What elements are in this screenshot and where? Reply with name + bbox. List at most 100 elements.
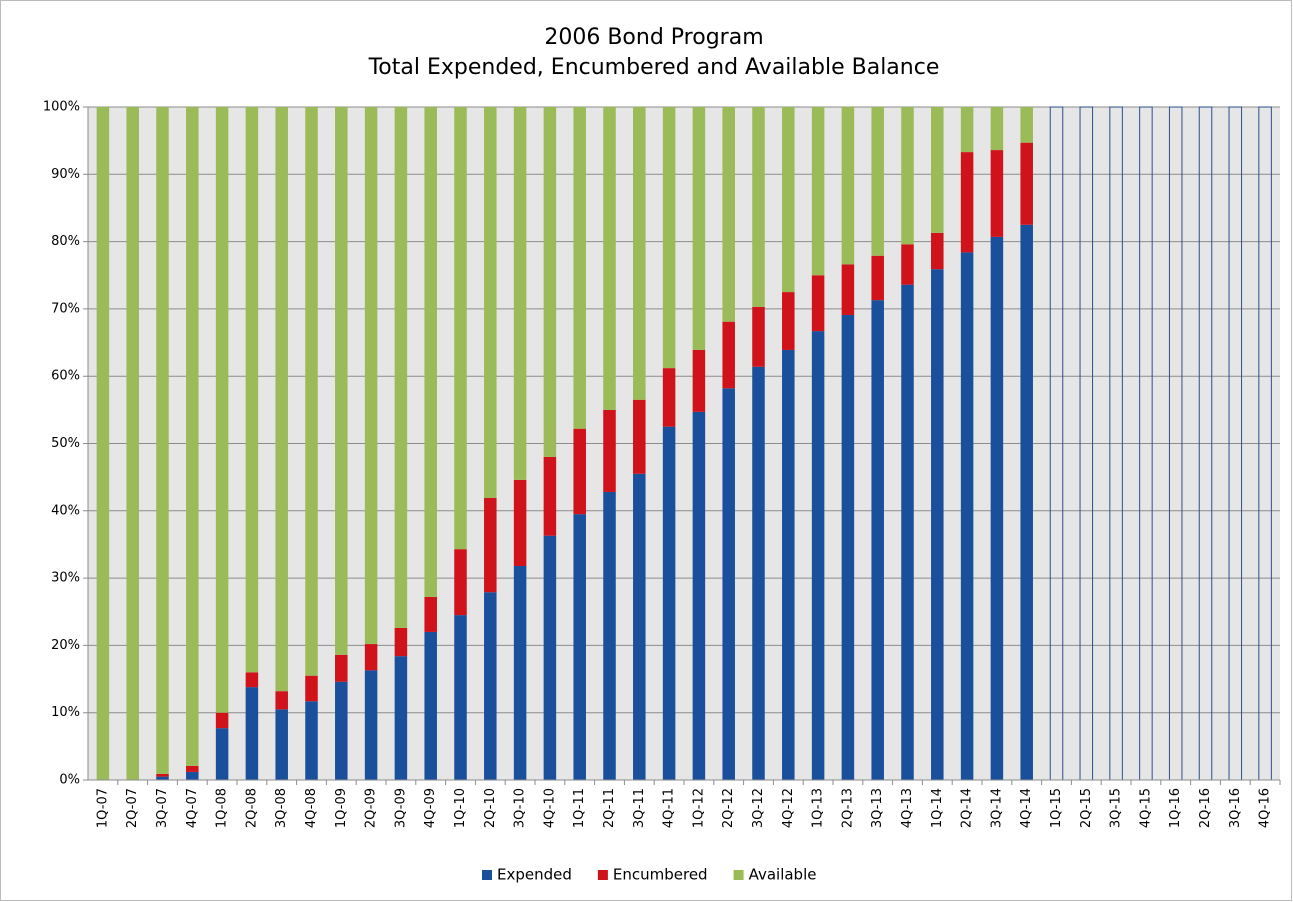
bar-segment bbox=[1020, 142, 1033, 225]
x-tick-label: 2Q-16 bbox=[1198, 788, 1213, 828]
bar-segment bbox=[305, 701, 318, 780]
bar-segment bbox=[215, 728, 229, 780]
bar-segment bbox=[633, 473, 646, 780]
bar-segment bbox=[931, 232, 944, 270]
x-tick-label: 1Q-13 bbox=[811, 788, 826, 828]
bar-segment bbox=[931, 107, 944, 233]
bar-segment bbox=[901, 284, 914, 780]
bar-segment bbox=[1020, 107, 1033, 143]
y-tick-label: 0% bbox=[59, 773, 80, 788]
bar-segment bbox=[156, 107, 169, 774]
x-tick-label: 1Q-08 bbox=[215, 788, 230, 828]
bar-segment bbox=[722, 388, 735, 780]
bar-segment bbox=[722, 321, 735, 389]
bar-segment bbox=[454, 615, 467, 780]
bar-segment bbox=[513, 107, 527, 480]
bar-segment bbox=[424, 107, 437, 597]
bar-segment bbox=[931, 269, 944, 780]
bar-segment bbox=[662, 426, 676, 780]
x-tick-label: 1Q-15 bbox=[1049, 788, 1064, 828]
bar-segment bbox=[1020, 224, 1033, 780]
bar-segment bbox=[275, 691, 288, 710]
x-tick-label: 2Q-08 bbox=[244, 788, 259, 828]
x-tick-label: 4Q-10 bbox=[542, 788, 557, 828]
bar-segment bbox=[513, 565, 527, 780]
bar-segment bbox=[96, 107, 110, 780]
bar-segment bbox=[603, 107, 616, 410]
x-tick-label: 1Q-11 bbox=[572, 788, 587, 828]
bar-segment bbox=[960, 252, 974, 781]
bar-segment bbox=[752, 306, 765, 367]
bar-segment bbox=[215, 712, 229, 729]
legend-swatch bbox=[733, 870, 744, 880]
x-tick-label: 4Q-11 bbox=[662, 788, 677, 828]
legend-label: Available bbox=[749, 866, 817, 884]
bar-segment bbox=[692, 349, 706, 412]
bar-segment bbox=[245, 107, 259, 673]
bar-segment bbox=[811, 107, 825, 276]
bar-segment bbox=[960, 107, 974, 153]
bar-segment bbox=[275, 107, 288, 692]
bar-segment bbox=[454, 549, 467, 616]
bar-segment bbox=[543, 535, 557, 780]
bar-segment bbox=[662, 368, 676, 427]
bar-segment bbox=[901, 107, 914, 245]
bar-segment bbox=[990, 107, 1004, 151]
y-tick-label: 30% bbox=[51, 571, 80, 586]
bar-segment bbox=[186, 107, 199, 766]
bar-segment bbox=[484, 498, 497, 593]
x-tick-label: 1Q-07 bbox=[95, 788, 110, 828]
bar-segment bbox=[543, 456, 557, 536]
bar-segment bbox=[484, 592, 497, 780]
bar-segment bbox=[811, 275, 825, 332]
x-tick-label: 4Q-07 bbox=[185, 788, 200, 828]
x-tick-label: 4Q-08 bbox=[304, 788, 319, 828]
x-tick-label: 4Q-12 bbox=[781, 788, 796, 828]
legend-swatch bbox=[482, 870, 492, 880]
x-tick-label: 1Q-10 bbox=[453, 788, 468, 828]
bar-segment bbox=[633, 399, 646, 474]
y-tick-label: 60% bbox=[51, 369, 80, 384]
bar-segment bbox=[394, 107, 408, 628]
x-tick-label: 2Q-14 bbox=[960, 788, 975, 828]
y-tick-label: 80% bbox=[51, 234, 80, 249]
x-tick-label: 3Q-12 bbox=[751, 788, 766, 828]
x-tick-label: 4Q-16 bbox=[1258, 788, 1273, 828]
bar-segment bbox=[454, 107, 467, 550]
x-tick-label: 2Q-12 bbox=[721, 788, 736, 828]
bar-segment bbox=[782, 292, 795, 350]
y-tick-label: 10% bbox=[51, 705, 80, 720]
x-tick-label: 1Q-12 bbox=[691, 788, 706, 828]
bar-segment bbox=[394, 656, 408, 780]
bar-segment bbox=[782, 107, 795, 293]
bar-segment bbox=[484, 107, 497, 499]
x-tick-label: 1Q-14 bbox=[930, 788, 945, 828]
x-tick-label: 4Q-14 bbox=[1019, 788, 1034, 828]
x-tick-label: 3Q-16 bbox=[1228, 788, 1243, 828]
bar-segment bbox=[901, 244, 914, 285]
y-tick-label: 40% bbox=[51, 503, 80, 518]
bar-segment bbox=[871, 107, 884, 256]
bar-segment bbox=[603, 491, 616, 780]
bar-segment bbox=[335, 681, 348, 780]
bar-segment bbox=[692, 107, 706, 350]
chart-title: 2006 Bond Program bbox=[544, 25, 763, 50]
bar-segment bbox=[424, 596, 437, 632]
x-tick-label: 4Q-13 bbox=[900, 788, 915, 828]
bar-segment bbox=[156, 773, 169, 777]
legend-label: Expended bbox=[497, 866, 572, 884]
bar-segment bbox=[603, 409, 616, 492]
x-tick-label: 3Q-13 bbox=[870, 788, 885, 828]
bar-segment bbox=[841, 107, 855, 265]
x-tick-label: 1Q-16 bbox=[1168, 788, 1183, 828]
bar-segment bbox=[752, 366, 765, 780]
bar-segment bbox=[633, 107, 646, 400]
bar-segment bbox=[245, 687, 259, 780]
bar-segment bbox=[245, 672, 259, 688]
y-tick-label: 50% bbox=[51, 436, 80, 451]
bar-segment bbox=[841, 264, 855, 315]
x-tick-label: 3Q-14 bbox=[989, 788, 1004, 828]
bar-segment bbox=[752, 107, 765, 307]
bar-segment bbox=[662, 107, 676, 369]
bar-segment bbox=[960, 152, 974, 253]
